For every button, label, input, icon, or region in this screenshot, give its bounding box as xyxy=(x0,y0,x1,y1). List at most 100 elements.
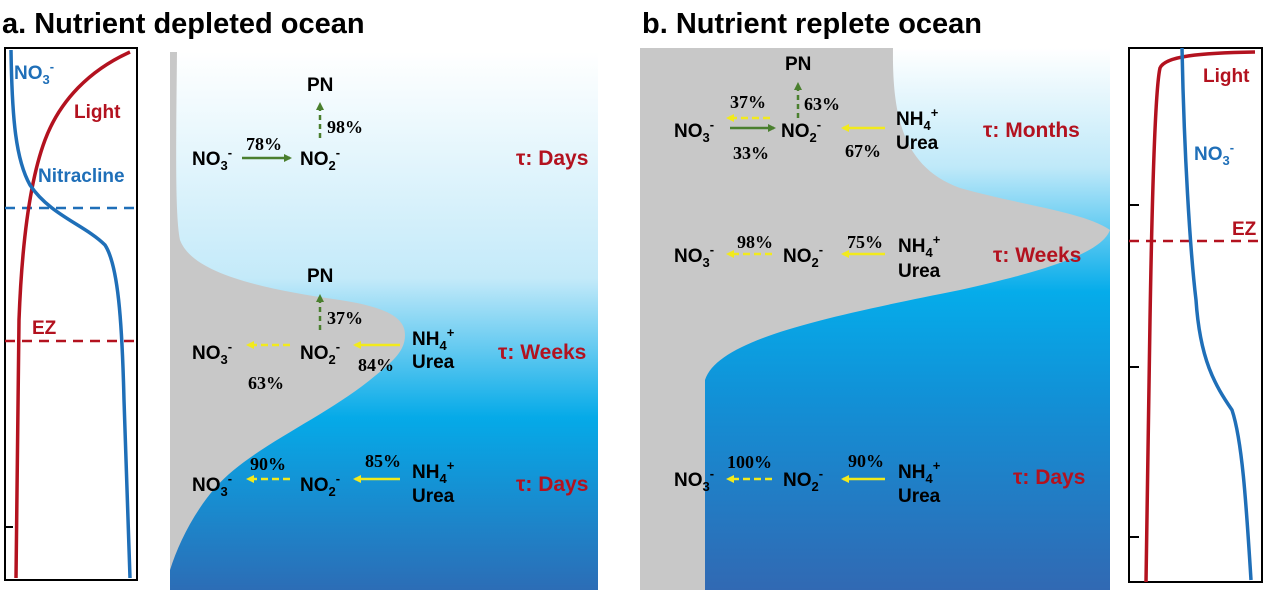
no3-base: NO xyxy=(192,343,221,364)
nh4-base: NH xyxy=(896,109,923,130)
pct-label: 90% xyxy=(848,451,884,471)
no2-base: NO xyxy=(300,475,329,496)
nh4-sup: + xyxy=(931,105,939,120)
turnover-time-label: τ: Weeks xyxy=(993,244,1081,267)
no2-label: NO2- xyxy=(783,242,823,270)
no2-sup: - xyxy=(817,117,821,132)
nh4-sub: 4 xyxy=(925,245,933,260)
no3-label: NO3- xyxy=(192,471,232,499)
nitracline-label: Nitracline xyxy=(38,166,125,187)
no3-sup: - xyxy=(228,339,232,354)
panel-b-ocean: PN 63% 37% NO3- 33% NO2- 67% NH4+ Urea τ… xyxy=(640,48,1110,590)
nh4-sup: + xyxy=(933,232,941,247)
no2-base: NO xyxy=(781,121,810,142)
no3-sub: 3 xyxy=(703,255,710,270)
urea-label: Urea xyxy=(898,486,941,507)
light-curve xyxy=(14,50,131,579)
urea-label: Urea xyxy=(412,486,455,507)
nh4-sub: 4 xyxy=(923,118,931,133)
nitrate-curve xyxy=(1180,47,1253,581)
no3-sup: - xyxy=(1230,140,1234,155)
no2-base: NO xyxy=(300,149,329,170)
pct-label: 33% xyxy=(733,143,769,163)
no2-sub: 2 xyxy=(812,255,819,270)
nh4-label: NH4+ xyxy=(412,458,455,486)
no3-sup: - xyxy=(710,242,714,257)
no3-sub: 3 xyxy=(703,479,710,494)
no3-sub: 3 xyxy=(703,130,710,145)
nh4-base: NH xyxy=(412,462,439,483)
panel-a-ocean: PN 98% NO3- 78% NO2- τ: Days PN 37% NO3-… xyxy=(170,52,598,590)
no3-label: NO3- xyxy=(192,145,232,173)
nh4-label: NH4+ xyxy=(898,458,941,486)
no3-label: NO3- xyxy=(674,466,714,494)
pct-label: 63% xyxy=(804,94,840,114)
pct-label: 98% xyxy=(737,232,773,252)
no2-sup: - xyxy=(819,242,823,257)
no2-base: NO xyxy=(783,470,812,491)
no2-sup: - xyxy=(819,466,823,481)
panel-b-profile: Light NO3- EZ xyxy=(1128,47,1263,583)
no3-base: NO xyxy=(192,475,221,496)
no2-sub: 2 xyxy=(812,479,819,494)
nh4-label: NH4+ xyxy=(412,325,455,353)
pn-label: PN xyxy=(307,75,333,96)
pct-label: 63% xyxy=(248,373,284,393)
nh4-label: NH4+ xyxy=(896,105,939,133)
no3-base: NO xyxy=(192,149,221,170)
nh4-sup: + xyxy=(933,458,941,473)
pct-label: 78% xyxy=(246,134,282,154)
pct-label: 67% xyxy=(845,141,881,161)
no3-sub: 3 xyxy=(1223,153,1230,168)
nitrate-profile-label: NO3- xyxy=(1194,140,1234,168)
ez-label: EZ xyxy=(1232,219,1257,240)
no3-sup: - xyxy=(228,145,232,160)
no2-label: NO2- xyxy=(781,117,821,145)
no3-sub: 3 xyxy=(221,158,228,173)
turnover-time-label: τ: Days xyxy=(516,147,588,170)
pn-label: PN xyxy=(785,54,811,75)
no3-base: NO xyxy=(674,246,703,267)
urea-label: Urea xyxy=(896,133,939,154)
panel-a-title: a. Nutrient depleted ocean xyxy=(2,8,365,40)
no2-label: NO2- xyxy=(300,339,340,367)
urea-label: Urea xyxy=(412,352,455,373)
gray-nitrite-zone xyxy=(640,48,1110,590)
no2-base: NO xyxy=(783,246,812,267)
nitrate-profile-label: NO3- xyxy=(14,59,54,87)
no2-label: NO2- xyxy=(300,145,340,173)
no3-sup: - xyxy=(710,466,714,481)
profile-frame xyxy=(4,47,138,581)
light-label: Light xyxy=(1203,66,1250,87)
no3-label: NO3- xyxy=(674,117,714,145)
pct-label: 85% xyxy=(365,451,401,471)
nh4-sup: + xyxy=(447,458,455,473)
no2-sub: 2 xyxy=(329,484,336,499)
no3-sub: 3 xyxy=(221,352,228,367)
no3-sup: - xyxy=(228,471,232,486)
light-curve xyxy=(1144,50,1256,583)
nh4-sub: 4 xyxy=(439,471,447,486)
pct-label: 90% xyxy=(250,454,286,474)
nitrate-curve xyxy=(9,49,132,579)
no2-sup: - xyxy=(336,471,340,486)
no3-base: NO xyxy=(1194,144,1223,165)
no3-label: NO3- xyxy=(674,242,714,270)
pct-label: 100% xyxy=(727,452,772,472)
no3-label: NO3- xyxy=(192,339,232,367)
no3-base: NO xyxy=(14,63,43,84)
no3-sub: 3 xyxy=(221,484,228,499)
nh4-sub: 4 xyxy=(439,338,447,353)
nh4-sub: 4 xyxy=(925,471,933,486)
no3-sup: - xyxy=(50,59,54,74)
nh4-base: NH xyxy=(412,329,439,350)
panel-b-title: b. Nutrient replete ocean xyxy=(642,8,982,40)
ez-label: EZ xyxy=(32,318,57,339)
turnover-time-label: τ: Days xyxy=(1013,466,1085,489)
nh4-label: NH4+ xyxy=(898,232,941,260)
pct-label: 37% xyxy=(730,92,766,112)
no3-base: NO xyxy=(674,470,703,491)
pct-label: 84% xyxy=(358,355,394,375)
pct-label: 37% xyxy=(327,308,363,328)
